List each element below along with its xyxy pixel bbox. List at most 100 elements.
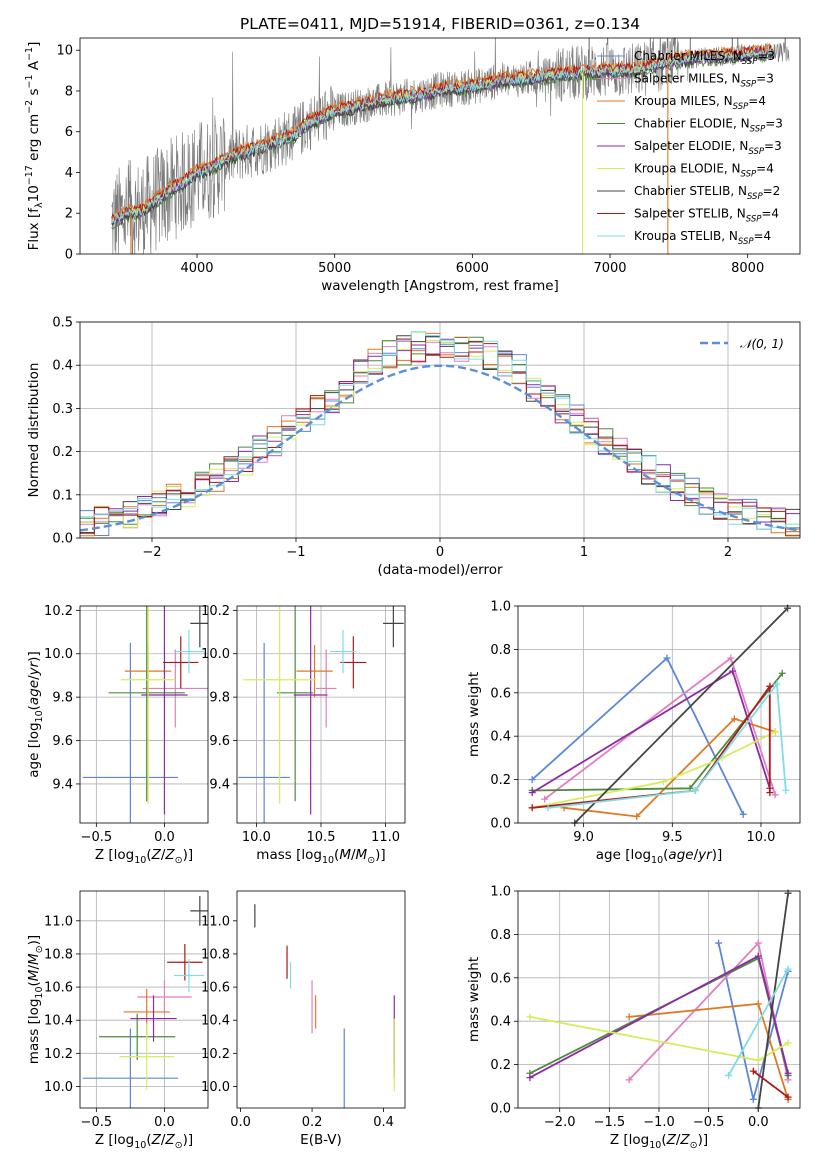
age-vs-Z-point bbox=[142, 649, 208, 728]
spectrum-xtick-label: 6000 bbox=[456, 261, 489, 276]
age-vs-Z-ylabel: age [log10(age/yr)] bbox=[26, 651, 45, 777]
weight-vs-age-series-line bbox=[532, 683, 771, 809]
spectrum-xlabel: wavelength [Angstrom, rest frame] bbox=[321, 278, 559, 294]
weight-vs-Z-series-marker bbox=[784, 1093, 792, 1101]
mass-vs-Z-point bbox=[137, 980, 192, 1014]
age-vs-mass-xtick-label: 11.0 bbox=[371, 830, 400, 845]
weight-vs-Z-series-marker bbox=[749, 1067, 757, 1075]
age-vs-Z-point bbox=[120, 606, 176, 804]
weight-vs-age-series-marker bbox=[659, 778, 667, 786]
spectrum-legend-label: Chabrier ELODIE, NSSP=3 bbox=[634, 117, 783, 135]
spectrum-model-line-8 bbox=[111, 48, 773, 226]
mass-vs-EBV-ytick-label: 10.2 bbox=[201, 1047, 230, 1062]
weight-vs-age-series-marker bbox=[730, 715, 738, 723]
mass-vs-EBV-frame bbox=[236, 890, 406, 1109]
weight-vs-age-series-marker bbox=[727, 654, 735, 662]
age-vs-mass-ytick-label: 9.8 bbox=[209, 691, 230, 706]
spectrum-ytick-label: 8 bbox=[65, 84, 73, 99]
age-vs-mass-ytick-label: 10.2 bbox=[201, 604, 230, 619]
mass-vs-Z-frame bbox=[79, 890, 209, 1109]
spectrum-legend-label: Salpeter ELODIE, NSSP=3 bbox=[634, 139, 782, 157]
age-vs-Z-ytick-label: 10.2 bbox=[44, 604, 73, 619]
weight-vs-Z-series-marker bbox=[625, 1076, 633, 1084]
weight-vs-age-series-marker bbox=[773, 680, 781, 688]
spectrum-legend-entry: Chabrier ELODIE, NSSP=3 bbox=[597, 117, 783, 135]
age-vs-Z-ytick-label: 9.4 bbox=[52, 777, 73, 792]
age-vs-Z-ytick-label: 9.8 bbox=[52, 691, 73, 706]
hist-steps-7 bbox=[80, 338, 800, 537]
spectrum-ytick-label: 2 bbox=[65, 207, 73, 222]
weight-vs-Z-series-marker bbox=[526, 1074, 534, 1082]
spectrum-axes: 4000 5000 6000 7000 8000 0 2 4 6 8 10 bbox=[56, 44, 764, 276]
weight-vs-age-xlabel: age [log10(age/yr)] bbox=[596, 847, 722, 866]
spectrum-legend-label: Kroupa STELIB, NSSP=4 bbox=[634, 229, 771, 247]
mass-vs-EBV-axes: 0.0 0.2 0.4 10.0 10.2 10.4 10.6 10.8 11.0 bbox=[201, 914, 394, 1130]
residual-histogram-frame bbox=[79, 321, 801, 539]
mass-vs-Z-point bbox=[119, 1023, 174, 1090]
residual-histogram-xtick-label: 0 bbox=[436, 545, 444, 560]
age-vs-mass-point bbox=[293, 606, 328, 815]
residual-histogram-xtick-label: 1 bbox=[580, 545, 588, 560]
age-vs-mass-point bbox=[277, 606, 314, 802]
figure-title: PLATE=0411, MJD=51914, FIBERID=0361, z=0… bbox=[240, 15, 640, 33]
weight-vs-age-series-marker bbox=[663, 654, 671, 662]
weight-vs-Z-ytick-label: 0.0 bbox=[490, 1102, 511, 1117]
spectrum-legend-entry: Salpeter STELIB, NSSP=4 bbox=[597, 207, 779, 225]
weight-vs-age-series-line bbox=[532, 672, 784, 792]
residual-histogram-xtick-label: 2 bbox=[724, 545, 732, 560]
age-vs-Z-ytick-label: 9.6 bbox=[52, 734, 73, 749]
mass-vs-Z-ytick-label: 10.0 bbox=[44, 1080, 73, 1095]
weight-vs-Z-xtick-label: −2.0 bbox=[544, 1115, 576, 1130]
mass-vs-Z-xtick-label: −0.5 bbox=[81, 1115, 113, 1130]
weight-vs-Z-ytick-label: 0.8 bbox=[490, 928, 511, 943]
weight-vs-Z-series-marker bbox=[715, 939, 723, 947]
weight-vs-age-xtick-label: 9.0 bbox=[573, 830, 594, 845]
mass-vs-Z-point bbox=[190, 895, 208, 926]
weight-vs-Z-xtick-label: 0.0 bbox=[748, 1115, 769, 1130]
weight-vs-Z-series-marker bbox=[749, 1095, 757, 1103]
spectrum-xtick-label: 4000 bbox=[180, 261, 213, 276]
age-vs-mass-axes: 10.0 10.5 11.0 9.4 9.6 9.8 10.0 10.2 bbox=[201, 604, 405, 845]
age-vs-Z-point bbox=[190, 606, 208, 648]
weight-vs-age-ytick-label: 0.8 bbox=[490, 643, 511, 658]
weight-vs-Z-ytick-label: 1.0 bbox=[490, 885, 511, 900]
residual-histogram-ytick-label: 0.2 bbox=[52, 445, 73, 460]
mass-vs-Z-ylabel: mass [log10(M/M⊙)] bbox=[26, 935, 45, 1064]
hist-legend: 𝒩(0, 1) bbox=[700, 337, 784, 351]
weight-vs-Z-xtick-label: −1.0 bbox=[643, 1115, 675, 1130]
spectrum-legend-entry: Kroupa STELIB, NSSP=4 bbox=[597, 229, 771, 247]
weight-vs-age-series-marker bbox=[729, 667, 737, 675]
hist-legend-label: 𝒩(0, 1) bbox=[740, 337, 784, 351]
age-vs-mass-point bbox=[243, 606, 316, 804]
spectrum-legend-entry: Chabrier STELIB, NSSP=2 bbox=[597, 184, 780, 202]
mass-vs-EBV-ytick-label: 10.4 bbox=[201, 1014, 230, 1029]
spectrum-data-line bbox=[111, 38, 790, 254]
mass-vs-Z-ytick-label: 10.4 bbox=[44, 1014, 73, 1029]
age-vs-mass-ytick-label: 9.6 bbox=[209, 734, 230, 749]
weight-vs-age-series-marker bbox=[528, 789, 536, 797]
spectrum-ytick-label: 4 bbox=[65, 166, 73, 181]
mass-vs-EBV-xtick-label: 0.0 bbox=[230, 1115, 251, 1130]
mass-vs-Z-point bbox=[99, 1013, 176, 1060]
mass-vs-EBV-ytick-label: 11.0 bbox=[201, 914, 230, 929]
spectrum-xtick-label: 5000 bbox=[318, 261, 351, 276]
weight-vs-age-xtick-label: 9.5 bbox=[662, 830, 683, 845]
mass-vs-Z-point bbox=[167, 944, 203, 981]
mass-vs-Z-ytick-label: 10.6 bbox=[44, 981, 73, 996]
residual-histogram-ylabel: Normed distribution bbox=[26, 363, 42, 498]
mass-vs-Z-point bbox=[173, 958, 204, 993]
residual-histogram-xlabel: (data-model)/error bbox=[377, 562, 503, 578]
age-vs-mass-point bbox=[315, 649, 337, 728]
age-vs-mass-ytick-label: 9.4 bbox=[209, 777, 230, 792]
age-vs-Z-xlabel: Z [log10(Z/Z⊙)] bbox=[95, 847, 193, 866]
age-vs-Z-axes: −0.5 0.0 9.4 9.6 9.8 10.0 10.2 bbox=[44, 604, 208, 845]
mass-vs-Z-point bbox=[82, 1028, 179, 1108]
residual-histogram-ytick-label: 0.0 bbox=[52, 532, 73, 547]
weight-vs-Z-series-marker bbox=[725, 1071, 733, 1079]
weight-vs-age-series-marker bbox=[528, 776, 536, 784]
weight-vs-Z-series-marker bbox=[784, 965, 792, 973]
weight-vs-age-series-marker bbox=[766, 789, 774, 797]
residual-histogram-ytick-label: 0.1 bbox=[52, 488, 73, 503]
weight-vs-Z-series-line bbox=[727, 968, 789, 1076]
